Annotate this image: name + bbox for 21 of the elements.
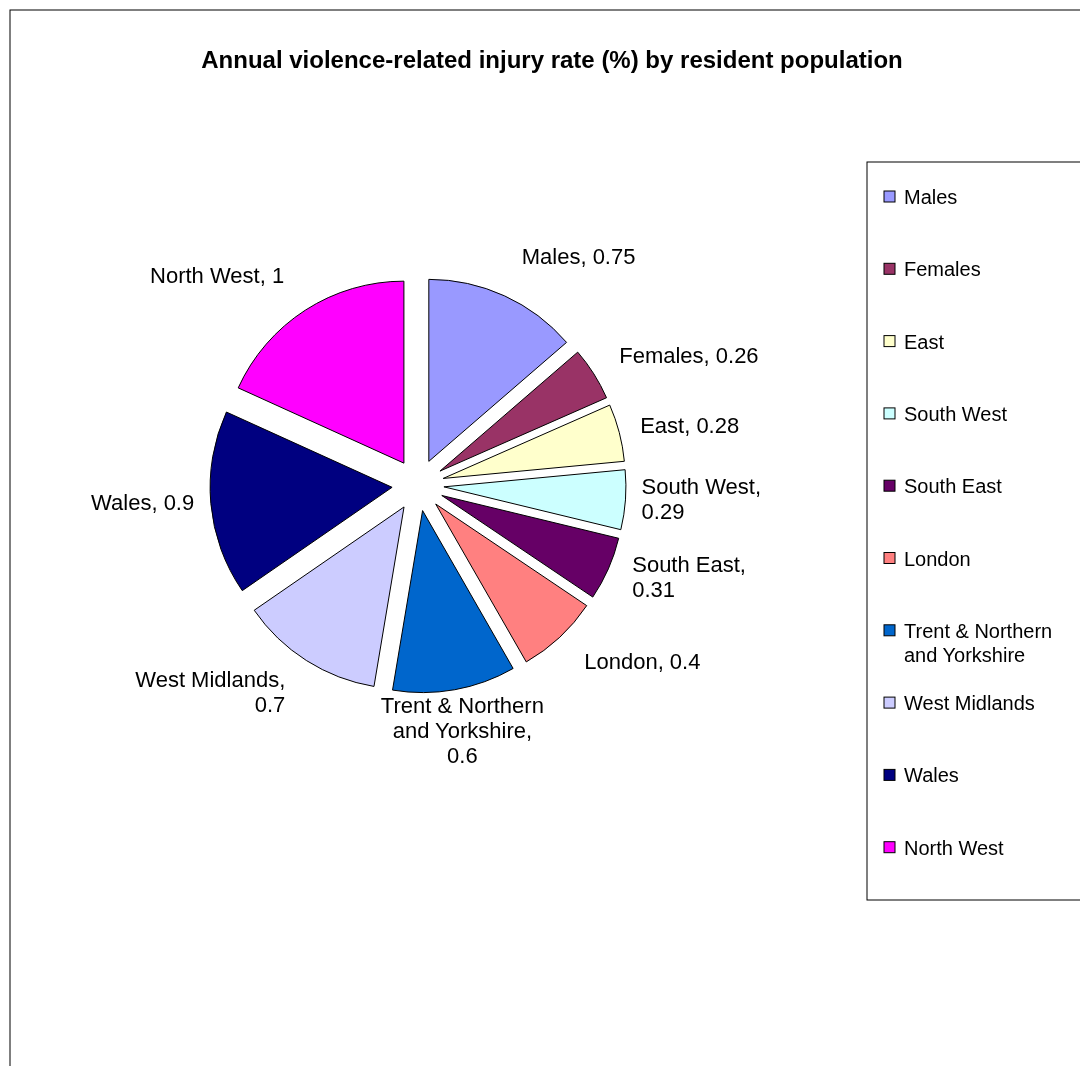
legend-label: South East [904,475,1003,498]
data-label: Males, 0.75 [521,243,636,269]
legend-label: North West [904,836,1005,859]
legend-label: South West [904,402,1008,425]
chart-title: Annual violence-related injury rate (%) by resident population [201,46,903,73]
legend-label: Wales [904,764,959,787]
data-label: North West, 1 [150,262,285,288]
legend-label: West Midlands [904,692,1035,715]
data-label: West Midlands, 0.7 [135,666,286,717]
data-label: Females, 0.26 [619,343,759,369]
data-label: Trent & Northern and Yorkshire, 0.6 [380,693,544,769]
data-label: East, 0.28 [640,412,740,438]
data-label: South East, 0.31 [632,552,746,603]
data-label: Wales, 0.9 [91,490,195,516]
legend-label: London [904,547,971,570]
legend-label: Males [904,186,958,208]
legend-label: Females [904,258,981,281]
data-label: South West, 0.29 [641,474,762,525]
legend-label: Trent & Northern and Yorkshire [904,619,1053,666]
legend-label: East [904,330,945,353]
data-label: London, 0.4 [584,649,701,675]
